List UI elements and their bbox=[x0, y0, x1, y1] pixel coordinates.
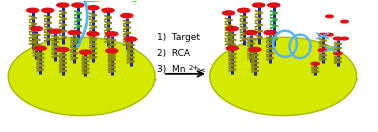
Circle shape bbox=[268, 3, 280, 7]
Circle shape bbox=[226, 46, 239, 50]
Circle shape bbox=[106, 32, 118, 36]
Circle shape bbox=[72, 3, 84, 7]
Circle shape bbox=[87, 6, 99, 10]
Circle shape bbox=[106, 49, 118, 53]
Circle shape bbox=[223, 11, 235, 15]
Circle shape bbox=[102, 8, 114, 12]
Circle shape bbox=[326, 15, 333, 18]
Circle shape bbox=[226, 27, 239, 31]
Circle shape bbox=[121, 13, 133, 18]
Circle shape bbox=[87, 32, 99, 36]
Circle shape bbox=[341, 37, 348, 40]
Circle shape bbox=[57, 3, 69, 7]
Circle shape bbox=[132, 0, 138, 1]
Circle shape bbox=[125, 37, 137, 41]
Circle shape bbox=[49, 29, 61, 33]
Circle shape bbox=[334, 52, 342, 55]
Circle shape bbox=[253, 3, 265, 7]
Circle shape bbox=[319, 33, 327, 36]
Text: 1)  Target: 1) Target bbox=[157, 33, 200, 42]
Ellipse shape bbox=[210, 37, 356, 116]
Circle shape bbox=[249, 47, 261, 52]
Text: 2)  RCA: 2) RCA bbox=[157, 49, 190, 58]
Ellipse shape bbox=[10, 73, 157, 87]
Circle shape bbox=[341, 20, 348, 23]
Text: 2+: 2+ bbox=[188, 65, 198, 71]
Circle shape bbox=[334, 37, 342, 40]
Circle shape bbox=[27, 8, 39, 12]
Circle shape bbox=[31, 27, 42, 31]
Circle shape bbox=[68, 30, 80, 35]
Circle shape bbox=[238, 8, 249, 12]
Circle shape bbox=[318, 49, 326, 52]
Circle shape bbox=[245, 30, 257, 35]
Circle shape bbox=[311, 62, 319, 65]
Ellipse shape bbox=[212, 73, 358, 87]
Circle shape bbox=[319, 49, 327, 52]
Ellipse shape bbox=[8, 37, 155, 116]
Circle shape bbox=[264, 30, 276, 35]
Circle shape bbox=[79, 50, 91, 54]
Text: 3)  Mn: 3) Mn bbox=[157, 65, 186, 74]
Circle shape bbox=[42, 8, 54, 12]
Circle shape bbox=[57, 47, 69, 52]
Circle shape bbox=[326, 33, 333, 36]
Text: ✂: ✂ bbox=[197, 65, 205, 75]
Circle shape bbox=[34, 46, 46, 50]
